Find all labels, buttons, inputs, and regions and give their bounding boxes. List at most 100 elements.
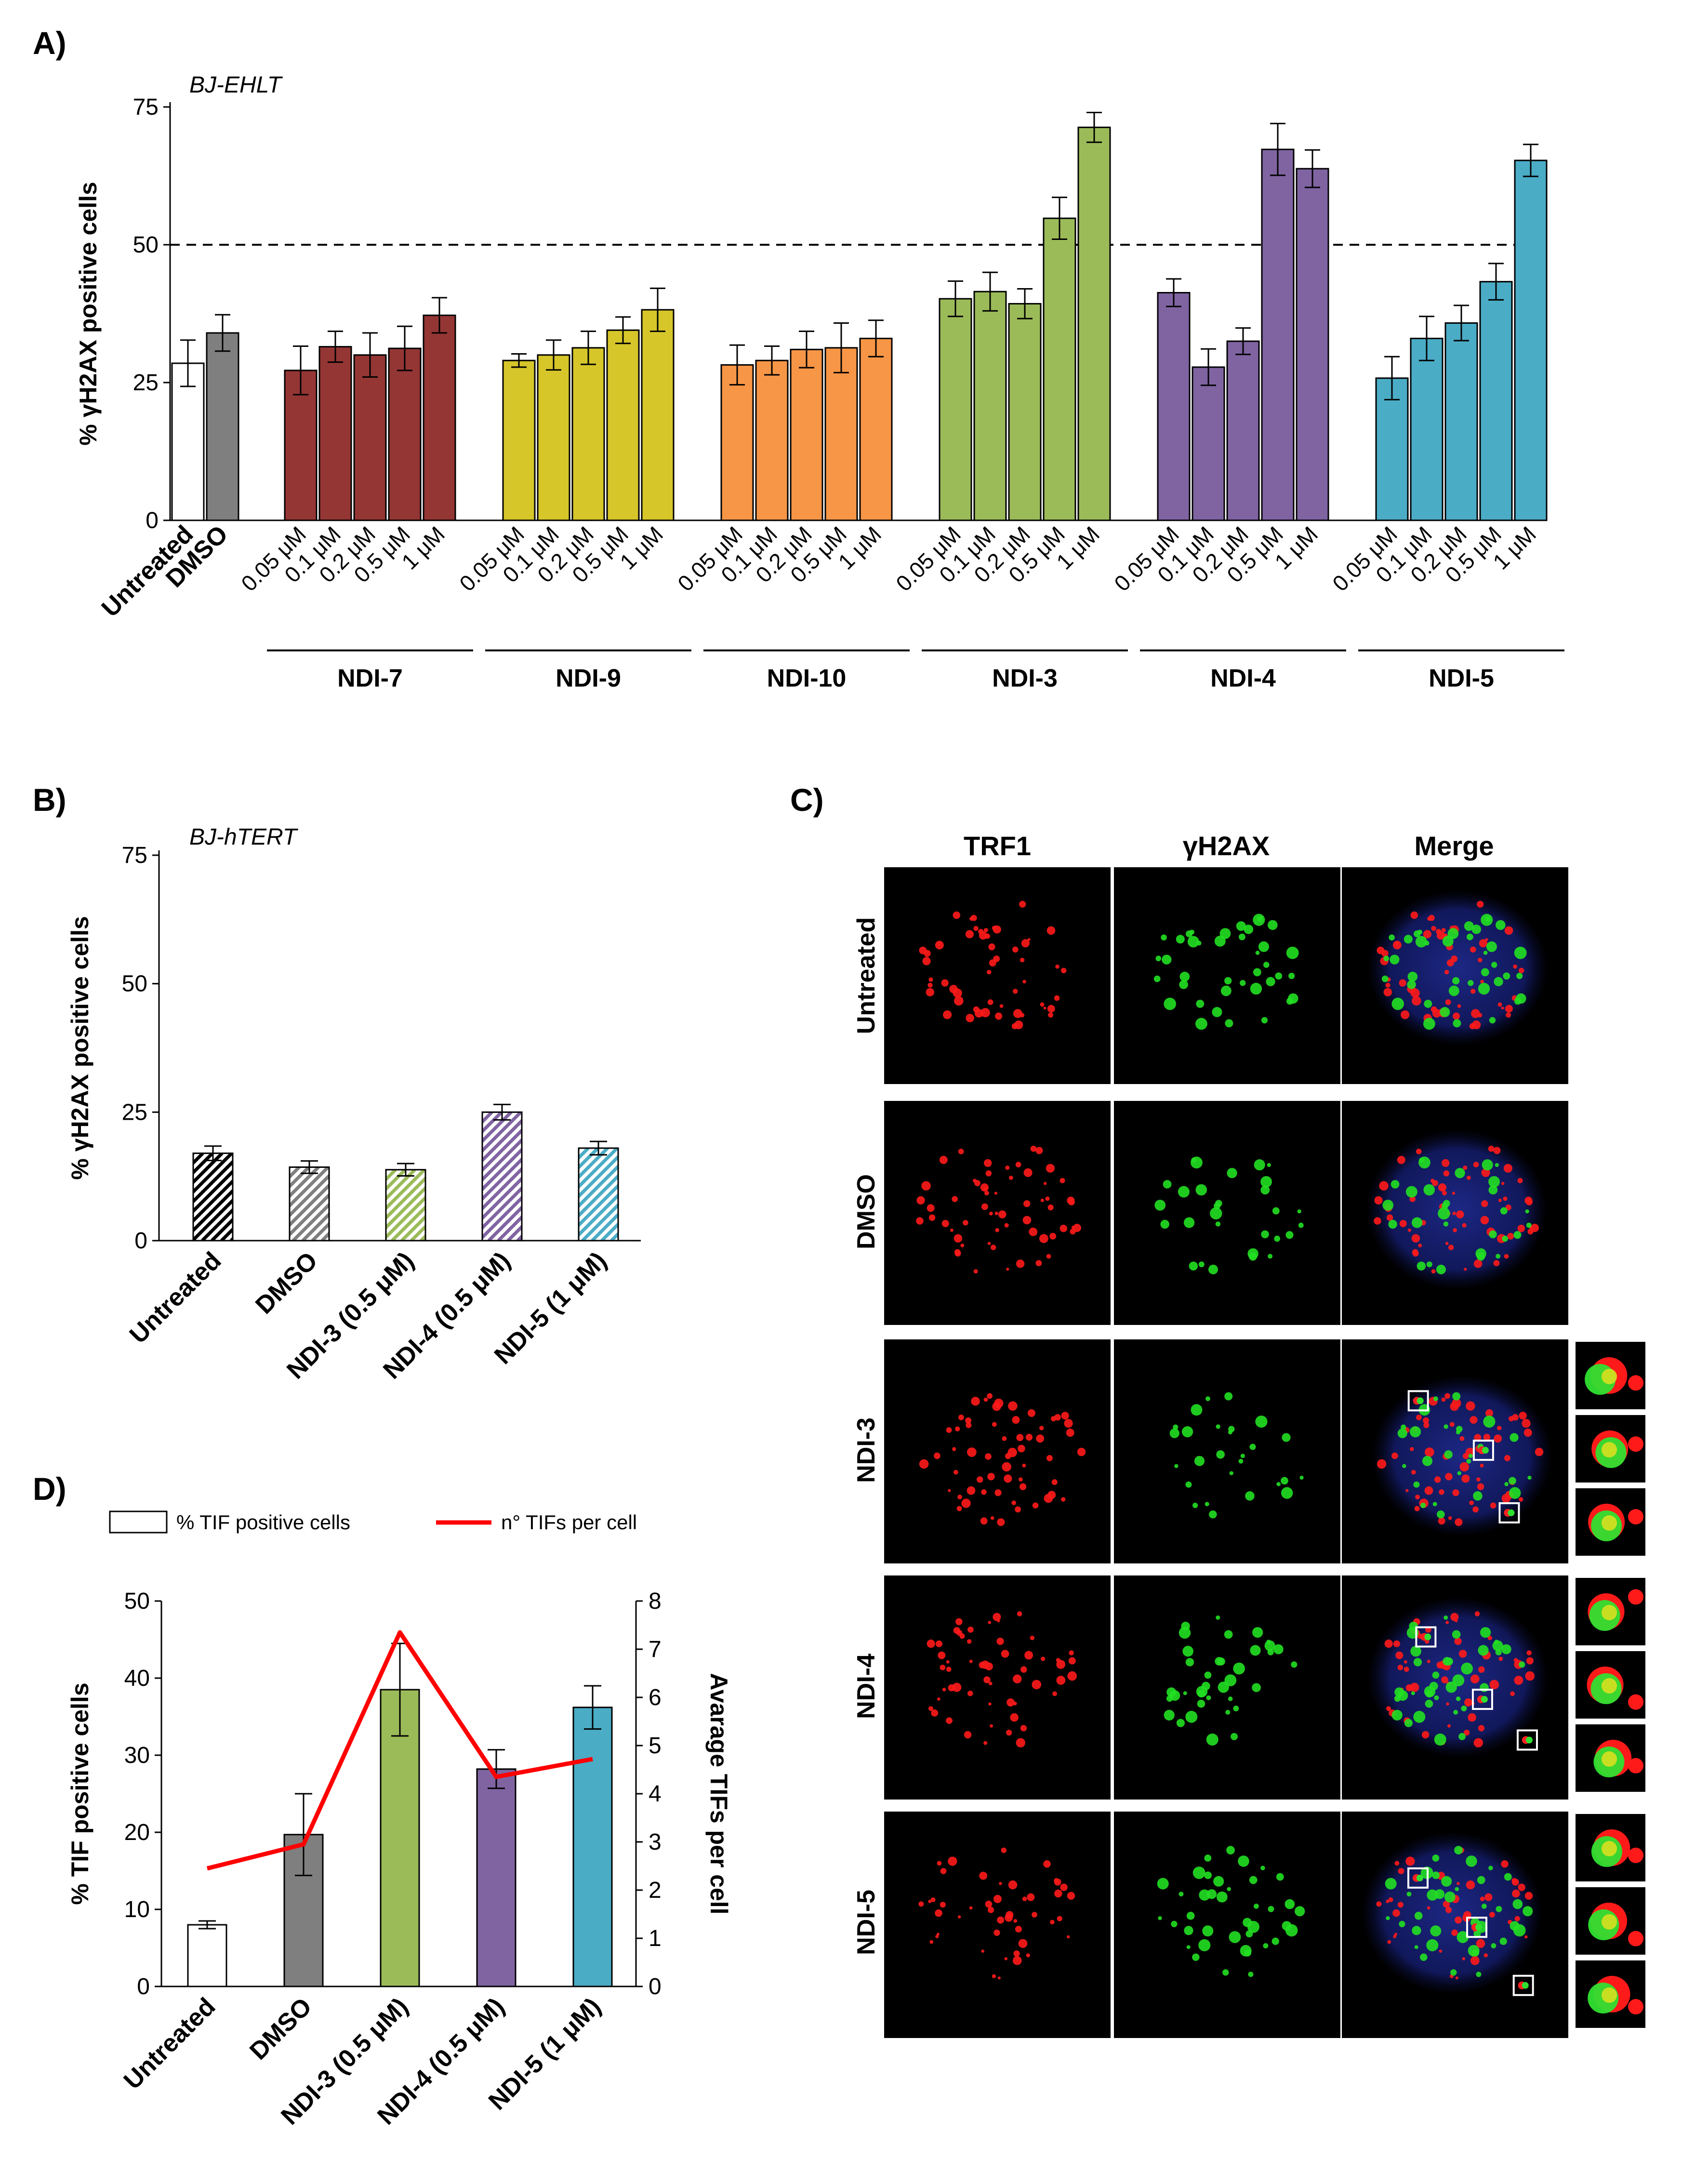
micrograph-red-spot [941, 979, 949, 987]
chart-a-bar [606, 329, 640, 521]
micrograph-red-spot [1452, 1489, 1459, 1496]
micrograph-red-spot [956, 1506, 962, 1511]
micrograph-zoom-green [1482, 1447, 1489, 1454]
micrograph-red-spot [987, 1242, 991, 1245]
micrograph-red-spot [1434, 1476, 1441, 1483]
micrograph-green-spot [1240, 1945, 1252, 1957]
micrograph-red-spot [1523, 1429, 1532, 1437]
chart-b-bar-3-hatch-line [482, 1186, 522, 1231]
chart-b-bar-3-hatch-line [482, 1112, 513, 1144]
micrograph-red-spot [995, 1012, 1003, 1020]
micrograph-red-spot [1047, 1005, 1055, 1013]
micrograph-col-header-trf1: TRF1 [964, 831, 1031, 861]
micrograph-red-spot [1020, 1666, 1027, 1673]
micrograph-red-spot [1512, 1414, 1519, 1421]
micrograph-red-spot [1035, 1147, 1043, 1154]
micrograph-green-spot [1225, 1709, 1231, 1715]
micrograph-red-spot [1464, 1268, 1467, 1271]
micrograph-green-spot [1295, 1906, 1305, 1917]
micrograph-green-spot [1513, 1231, 1522, 1239]
micrograph-green-spot [1461, 1706, 1467, 1712]
chart-d-y2tick-label: 5 [649, 1733, 662, 1759]
micrograph-green-spot [1181, 1426, 1193, 1438]
micrograph-red-spot [1024, 1651, 1033, 1660]
micrograph-green-spot [1166, 1687, 1177, 1697]
chart-b-bar-0-hatch-line [193, 1153, 195, 1156]
micrograph-red-spot [1056, 1658, 1060, 1663]
micrograph-red-spot [1411, 1234, 1420, 1243]
micrograph-red-spot [1478, 1666, 1485, 1673]
micrograph-red-spot [1069, 1650, 1074, 1655]
micrograph-red-spot [1526, 1657, 1534, 1665]
micrograph-green-spot [1496, 920, 1506, 930]
micrograph-green-spot [1285, 1899, 1295, 1909]
micrograph-green-spot [1275, 972, 1283, 980]
chart-d-y2tick-label: 2 [649, 1878, 662, 1903]
micrograph-red-spot [1410, 988, 1420, 998]
micrograph-green-spot [1478, 982, 1490, 995]
micrograph-red-spot [1479, 939, 1488, 948]
micrograph-red-spot [1018, 1477, 1023, 1482]
chart-b-bar-0-hatch-line [193, 1153, 233, 1194]
micrograph-red-spot [952, 1447, 956, 1451]
micrograph-red-spot [1501, 1006, 1504, 1010]
micrograph-red-spot [1513, 1658, 1518, 1663]
micrograph-green-spot [1154, 1200, 1166, 1211]
micrograph-red-spot [987, 1473, 995, 1481]
micrograph-red-spot [926, 988, 935, 997]
micrograph-red-spot [1441, 1159, 1450, 1167]
micrograph-green-spot [1209, 1510, 1217, 1519]
micrograph-red-spot [1066, 1429, 1074, 1437]
micrograph-red-spot [1441, 1397, 1446, 1402]
micrograph-green-spot [1229, 1471, 1233, 1475]
micrograph-green-spot [1249, 1876, 1258, 1884]
chart-a-bar [755, 359, 789, 521]
micrograph-red-spot [1004, 1223, 1009, 1228]
micrograph-red-spot [935, 1909, 942, 1917]
micrograph-green-spot [1499, 1937, 1507, 1945]
micrograph-red-spot [1514, 1676, 1523, 1685]
chart-b-bar-3-hatch-line [482, 1118, 522, 1163]
panel-d-chart: % TIF positive cells n° TIFs per cell % TI… [66, 1510, 732, 2131]
micrograph-red-spot [969, 1906, 973, 1910]
micrograph-red-spot [1471, 1009, 1480, 1018]
micrograph-green-spot [1406, 1892, 1412, 1897]
micrograph-green-spot [1176, 935, 1185, 944]
micrograph-green-spot [1266, 977, 1275, 987]
micrograph-green-spot [1231, 1733, 1238, 1740]
micrograph-green-spot [1240, 980, 1246, 986]
micrograph-red-spot [994, 1191, 998, 1195]
micrograph-red-spot [1446, 1702, 1449, 1706]
micrograph-red-spot [958, 1415, 964, 1420]
micrograph-red-spot [1067, 1935, 1070, 1939]
micrograph-green-spot [1155, 955, 1162, 962]
chart-b-bar-1-hatch [290, 1167, 329, 1241]
micrograph-row-label: NDI-4 [852, 1654, 880, 1719]
micrograph-red-spot [1439, 1949, 1443, 1953]
micrograph-red-spot [1054, 1878, 1059, 1883]
micrograph-green-spot [1185, 1481, 1192, 1488]
micrograph-green-spot [1442, 935, 1454, 947]
micrograph-green-spot [1169, 1428, 1179, 1438]
micrograph-red-spot [1450, 1402, 1459, 1411]
chart-a-bar [1008, 303, 1042, 521]
micrograph-nucleus [1366, 1128, 1548, 1290]
micrograph-green-spot [1452, 1674, 1465, 1686]
micrograph-green-spot [1225, 1019, 1233, 1028]
micrograph-red-spot [971, 1397, 980, 1406]
micrograph-red-spot [1504, 1254, 1509, 1259]
micrograph-red-spot [1045, 1196, 1050, 1201]
micrograph-red-spot [1506, 1012, 1511, 1018]
chart-b-bar-3-hatch-line [482, 1112, 522, 1153]
micrograph-green-spot [1204, 1854, 1212, 1862]
chart-a-ylabel: % γH2AX positive cells [75, 182, 102, 445]
micrograph-red-spot [1043, 1182, 1047, 1185]
micrograph-green-spot [1452, 977, 1460, 985]
micrograph-green-spot [1419, 1157, 1424, 1163]
micrograph-red-spot [1423, 930, 1432, 939]
micrograph-red-spot [1449, 1422, 1455, 1427]
micrograph-red-spot [1394, 1861, 1400, 1866]
micrograph-green-spot [1391, 997, 1404, 1010]
micrograph-green-spot [1266, 1640, 1271, 1644]
micrograph-gh2ax-tile [1114, 1812, 1340, 2038]
